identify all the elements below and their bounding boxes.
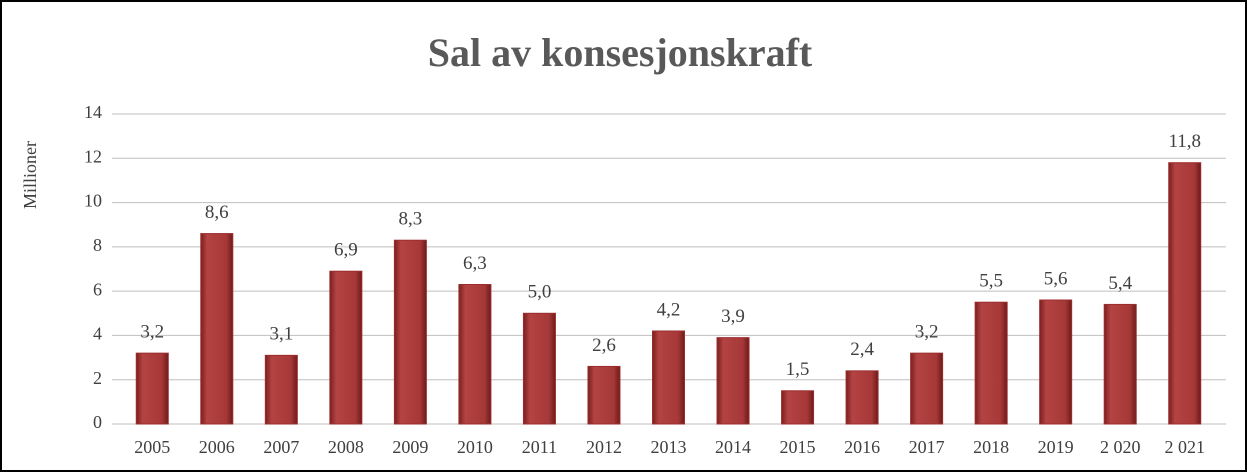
data-label: 3,1 xyxy=(269,324,293,345)
bar xyxy=(329,270,363,425)
x-tick-label: 2015 xyxy=(780,437,816,457)
x-tick-label: 2018 xyxy=(973,437,1009,457)
bar xyxy=(264,354,298,425)
x-tick-label: 2008 xyxy=(328,437,364,457)
y-tick-label: 2 xyxy=(93,368,102,388)
bar xyxy=(522,312,556,425)
y-tick-label: 14 xyxy=(84,102,102,122)
bar xyxy=(652,330,685,425)
x-tick-label: 2007 xyxy=(263,437,299,457)
x-tick-label: 2010 xyxy=(457,437,493,457)
data-label: 3,2 xyxy=(915,322,939,343)
bar xyxy=(716,337,750,425)
bar xyxy=(200,233,234,425)
data-label: 11,8 xyxy=(1168,131,1201,152)
data-label: 1,5 xyxy=(786,359,810,380)
x-tick-label: 2017 xyxy=(909,437,945,457)
bar xyxy=(781,390,815,425)
x-tick-label: 2 021 xyxy=(1164,437,1205,457)
data-label: 3,9 xyxy=(721,306,745,327)
bar xyxy=(1103,303,1137,425)
x-tick-label: 2019 xyxy=(1038,437,1074,457)
data-label: 5,5 xyxy=(979,271,1003,292)
bar xyxy=(1168,162,1202,425)
bar xyxy=(845,370,879,425)
bar xyxy=(587,365,621,425)
data-label: 8,3 xyxy=(399,209,423,230)
x-tick-label: 2011 xyxy=(522,437,557,457)
x-tick-label: 2016 xyxy=(844,437,880,457)
y-tick-label: 4 xyxy=(93,324,102,344)
y-tick-label: 0 xyxy=(93,412,102,432)
data-label: 2,6 xyxy=(592,335,616,356)
y-tick-label: 12 xyxy=(84,146,102,166)
data-label: 6,9 xyxy=(334,240,358,261)
x-tick-label: 2009 xyxy=(392,437,428,457)
data-label: 4,2 xyxy=(657,299,681,320)
x-tick-label: 2013 xyxy=(651,437,687,457)
data-label: 2,4 xyxy=(850,339,874,360)
bar xyxy=(974,301,1008,425)
chart-title: Sal av konsesjonskraft xyxy=(428,30,813,75)
data-label: 8,6 xyxy=(205,202,229,223)
bar xyxy=(393,239,427,425)
data-label: 6,3 xyxy=(463,253,487,274)
data-label: 5,0 xyxy=(528,282,552,303)
x-tick-label: 2 020 xyxy=(1100,437,1141,457)
bar xyxy=(135,352,169,425)
data-label: 3,2 xyxy=(140,322,164,343)
x-tick-label: 2006 xyxy=(199,437,235,457)
x-tick-label: 2014 xyxy=(715,437,751,457)
y-tick-label: 6 xyxy=(93,279,102,299)
bar xyxy=(910,352,944,425)
x-tick-label: 2005 xyxy=(134,437,170,457)
data-label: 5,6 xyxy=(1044,268,1068,289)
x-tick-label: 2012 xyxy=(586,437,622,457)
bar xyxy=(458,284,492,425)
y-tick-label: 10 xyxy=(84,191,102,211)
bar xyxy=(1039,299,1073,425)
data-label: 5,4 xyxy=(1108,273,1132,294)
y-axis-label: Millioner xyxy=(20,141,40,209)
y-tick-label: 8 xyxy=(93,235,102,255)
